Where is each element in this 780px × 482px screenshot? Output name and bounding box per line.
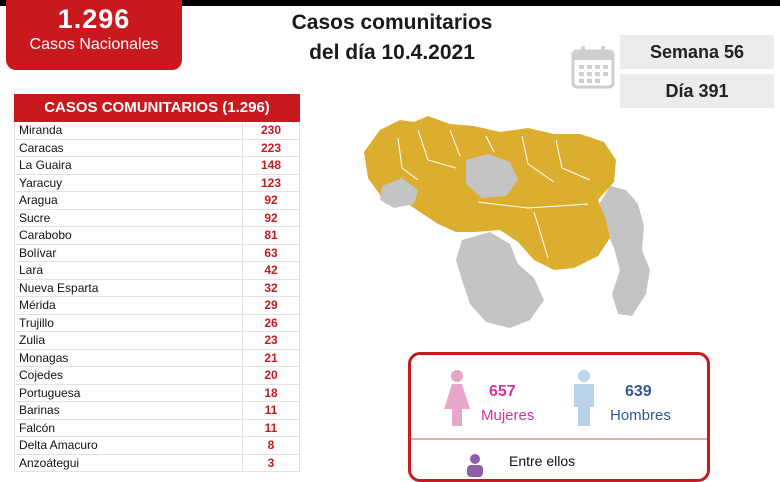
title-line-2: del día 10.4.2021 [309, 41, 475, 64]
table-row: Falcón 11 [14, 419, 300, 437]
state-name: Cojedes [19, 368, 64, 382]
women-count: 657 [489, 383, 516, 400]
map-guayana-region [598, 186, 650, 316]
calendar-icon [571, 46, 615, 89]
day-label: Día 391 [620, 74, 774, 108]
table-row: Zulia 23 [14, 332, 300, 350]
gender-box: 657 Mujeres 639 Hombres Entre ellos [408, 352, 710, 482]
state-name: Barinas [19, 403, 60, 417]
case-count: 92 [242, 209, 299, 226]
state-name: Anzoátegui [19, 455, 80, 470]
entre-ellos-label: Entre ellos [509, 453, 576, 469]
map-amazonas-region [456, 232, 544, 328]
table-row: Anzoátegui 3 [14, 454, 300, 472]
state-name: Bolívar [19, 245, 57, 260]
table-row: Nueva Esparta 32 [14, 279, 300, 297]
case-count: 23 [242, 332, 299, 349]
state-name: Falcón [19, 420, 56, 435]
table-row: Portuguesa 18 [14, 384, 300, 402]
table-row: Caracas 223 [14, 139, 300, 157]
table-row: Miranda 230 [14, 122, 300, 140]
table-body: Miranda 230 Caracas 223 La Guaira 148 Yaracuy 1… [14, 122, 300, 472]
page-title: Casos comunitarios del día 10.4.2021 [240, 8, 544, 68]
table-row: Monagas 21 [14, 349, 300, 367]
venezuela-map [364, 116, 650, 328]
state-name: Monagas [19, 350, 69, 365]
case-count: 123 [242, 174, 299, 191]
table-header: CASOS COMUNITARIOS (1.296) [14, 94, 300, 122]
table-row: La Guaira 148 [14, 157, 300, 175]
state-name: Miranda [19, 123, 63, 137]
state-name: Portuguesa [19, 385, 81, 400]
week-label: Semana 56 [620, 35, 774, 69]
table-row: Bolívar 63 [14, 244, 300, 262]
person-icon [467, 454, 483, 477]
table-row: Carabobo 81 [14, 227, 300, 245]
cases-table: CASOS COMUNITARIOS (1.296) Miranda 230 Car… [14, 94, 300, 474]
map-center-unaffected [466, 154, 518, 198]
case-count: 230 [242, 122, 299, 139]
men-count: 639 [625, 383, 652, 400]
case-count: 11 [242, 419, 299, 436]
table-row: Trujillo 26 [14, 314, 300, 332]
case-count: 148 [242, 157, 299, 174]
table-row: Sucre 92 [14, 209, 300, 227]
man-figure-icon [574, 370, 594, 426]
woman-figure-icon [444, 370, 470, 426]
national-label: Casos Nacionales [29, 36, 159, 53]
state-name: La Guaira [19, 158, 72, 172]
case-count: 42 [242, 262, 299, 279]
case-count: 18 [242, 384, 299, 401]
men-label: Hombres [610, 407, 671, 424]
table-row: Mérida 29 [14, 297, 300, 315]
state-name: Lara [19, 263, 44, 277]
women-label: Mujeres [481, 407, 535, 424]
case-count: 32 [242, 279, 299, 296]
state-name: Caracas [19, 140, 64, 155]
case-count: 223 [242, 139, 299, 156]
top-border [0, 0, 780, 6]
case-count: 21 [242, 349, 299, 366]
case-count: 63 [242, 244, 299, 261]
state-name: Carabobo [19, 228, 72, 242]
state-name: Trujillo [19, 315, 54, 330]
table-row: Aragua 92 [14, 192, 300, 210]
state-name: Sucre [19, 210, 51, 225]
state-name: Aragua [19, 193, 58, 207]
table-row: Barinas 11 [14, 402, 300, 420]
national-count: 1.296 [57, 4, 131, 34]
table-row: Lara 42 [14, 262, 300, 280]
national-cases-badge: 1.296 Casos Nacionales [6, 0, 182, 70]
case-count: 92 [242, 192, 299, 209]
state-name: Mérida [19, 298, 56, 312]
map-state-borders [397, 129, 591, 259]
state-name: Zulia [19, 333, 46, 347]
case-count: 26 [242, 314, 299, 331]
state-name: Nueva Esparta [19, 280, 99, 295]
table-row: Delta Amacuro 8 [14, 437, 300, 455]
table-row: Yaracuy 123 [14, 174, 300, 192]
case-count: 11 [242, 402, 299, 419]
case-count: 20 [242, 367, 299, 384]
case-count: 81 [242, 227, 299, 244]
state-name: Yaracuy [19, 175, 63, 190]
map-west-unaffected [380, 178, 418, 208]
case-count: 8 [242, 437, 299, 454]
state-name: Delta Amacuro [19, 438, 98, 452]
gender-divider [411, 438, 707, 440]
table-row: Cojedes 20 [14, 367, 300, 385]
title-line-1: Casos comunitarios [291, 11, 493, 34]
case-count: 3 [242, 454, 299, 471]
case-count: 29 [242, 297, 299, 314]
